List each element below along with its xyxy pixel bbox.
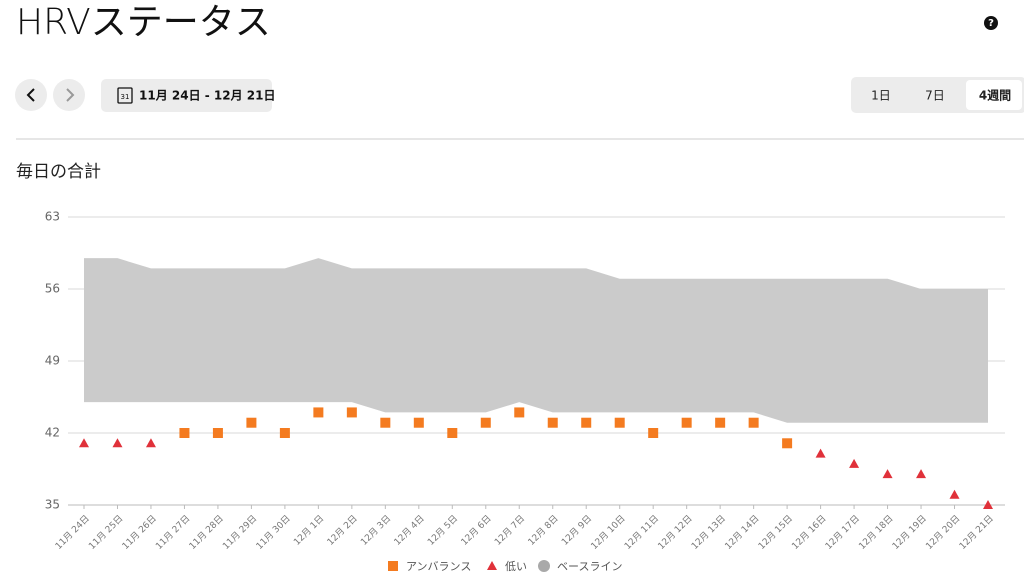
x-tick-label: 12月 13日: [689, 513, 728, 552]
data-point: [79, 438, 89, 448]
x-tick-label: 11月 28日: [187, 513, 226, 552]
data-point: [313, 407, 324, 418]
legend-label: アンバランス: [406, 560, 471, 573]
x-tick-label: 12月 4日: [392, 513, 427, 548]
period-option[interactable]: 7日: [925, 89, 945, 103]
help-icon[interactable]: [984, 16, 998, 30]
legend-label: ベースライン: [557, 560, 622, 573]
x-tick-label: 11月 29日: [221, 513, 260, 552]
x-tick-label: 12月 20日: [924, 513, 963, 552]
data-point: [212, 428, 223, 438]
data-point: [413, 417, 424, 428]
legend-marker: [388, 561, 398, 571]
date-button[interactable]: [101, 79, 272, 112]
x-tick-label: 11月 27日: [154, 513, 193, 552]
baseline-band: [84, 258, 988, 423]
prev-button[interactable]: [15, 79, 47, 111]
data-point: [447, 428, 458, 438]
data-point: [882, 469, 893, 479]
legend-marker: [487, 561, 497, 570]
y-tick-label: 63: [45, 210, 60, 224]
x-tick-label: 12月 19日: [890, 513, 929, 552]
y-tick-label: 49: [45, 354, 60, 368]
data-point: [112, 438, 123, 448]
x-tick-label: 12月 10日: [589, 513, 628, 552]
x-tick-label: 12月 2日: [325, 513, 360, 548]
x-tick-label: 12月 11日: [622, 513, 661, 552]
data-point: [614, 417, 625, 428]
page-title: HRVステータス: [16, 2, 271, 43]
help-text[interactable]: ?: [988, 18, 994, 29]
x-tick-label: 11月 24日: [53, 513, 92, 552]
y-tick-label: 35: [45, 498, 60, 512]
period-selected[interactable]: [966, 80, 1022, 110]
data-point: [782, 438, 793, 449]
calendar-day: 31: [121, 93, 130, 101]
x-tick-label: 12月 21日: [957, 513, 996, 552]
data-point: [581, 417, 592, 428]
calendar-icon: [117, 87, 133, 104]
x-tick-label: 12月 15日: [756, 513, 795, 552]
x-tick-label: 12月 1日: [292, 513, 327, 548]
next-button[interactable]: [53, 79, 85, 111]
x-tick-label: 12月 9日: [559, 513, 594, 548]
x-tick-label: 12月 7日: [492, 513, 527, 548]
x-tick-label: 12月 18日: [857, 513, 896, 552]
data-point: [514, 407, 525, 418]
legend-marker: [538, 560, 550, 572]
next-chevron: [66, 88, 75, 102]
x-tick-label: 12月 12日: [656, 513, 695, 552]
data-point: [748, 417, 759, 428]
data-point: [346, 407, 357, 418]
x-tick-label: 12月 16日: [790, 513, 829, 552]
data-point: [380, 417, 391, 428]
period-option[interactable]: 1日: [871, 89, 891, 103]
x-tick-label: 12月 3日: [359, 513, 394, 548]
data-point: [715, 417, 726, 428]
data-point: [145, 438, 156, 448]
x-tick-label: 12月 5日: [426, 513, 461, 548]
data-point: [246, 417, 257, 428]
y-tick-label: 56: [45, 282, 60, 296]
data-point: [681, 417, 692, 428]
x-tick-label: 11月 25日: [87, 513, 126, 552]
data-point: [849, 458, 860, 468]
data-point: [916, 469, 927, 479]
data-point: [815, 448, 826, 458]
x-tick-label: 11月 26日: [120, 513, 159, 552]
data-point: [547, 417, 558, 428]
x-tick-label: 12月 17日: [823, 513, 862, 552]
legend-label: 低い: [505, 560, 527, 573]
date-range: 11月 24日 - 12月 21日: [139, 89, 276, 103]
prev-chevron: [26, 88, 35, 102]
data-point: [983, 500, 993, 509]
x-tick-label: 12月 14日: [723, 513, 762, 552]
data-point: [480, 417, 491, 428]
x-tick-label: 12月 8日: [526, 513, 561, 548]
data-point: [949, 489, 960, 499]
x-tick-label: 12月 6日: [459, 513, 494, 548]
y-tick-label: 42: [45, 426, 60, 440]
section-title: 毎日の合計: [16, 162, 101, 182]
data-point: [179, 428, 190, 438]
data-point: [648, 428, 659, 438]
period-option[interactable]: 4週間: [979, 88, 1011, 103]
data-point: [279, 428, 290, 438]
x-tick-label: 11月 30日: [254, 513, 293, 552]
